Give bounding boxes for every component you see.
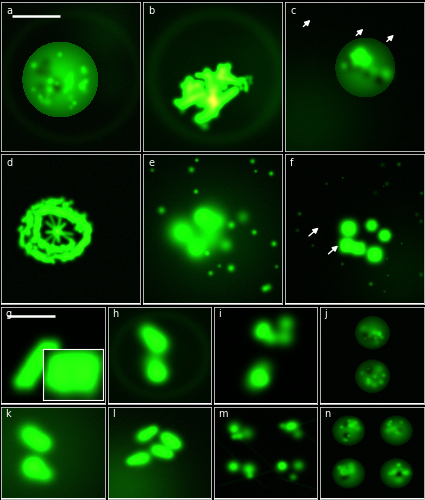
Text: b: b (148, 6, 155, 16)
Text: e: e (148, 158, 155, 168)
Text: i: i (218, 310, 221, 320)
Text: f: f (290, 158, 294, 168)
Text: d: d (7, 158, 13, 168)
Text: l: l (112, 410, 114, 420)
Text: m: m (218, 410, 227, 420)
Text: j: j (324, 310, 327, 320)
Text: g: g (6, 310, 11, 320)
Text: a: a (7, 6, 13, 16)
Text: n: n (324, 410, 330, 420)
Text: h: h (112, 310, 118, 320)
Text: c: c (290, 6, 295, 16)
Text: k: k (6, 410, 11, 420)
